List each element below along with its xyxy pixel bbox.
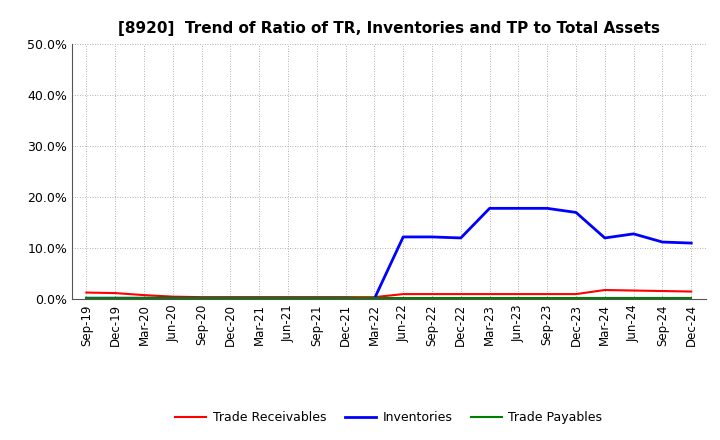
Trade Payables [140,296,148,301]
Trade Payables [485,296,494,301]
Trade Payables [312,296,321,301]
Trade Receivables [514,291,523,297]
Trade Receivables [456,291,465,297]
Line: Trade Receivables: Trade Receivables [86,290,691,297]
Inventories [370,296,379,301]
Inventories [572,210,580,215]
Trade Payables [687,296,696,301]
Trade Receivables [399,291,408,297]
Trade Payables [341,296,350,301]
Inventories [543,206,552,211]
Trade Payables [255,296,264,301]
Trade Receivables [341,294,350,300]
Inventories [629,231,638,237]
Title: [8920]  Trend of Ratio of TR, Inventories and TP to Total Assets: [8920] Trend of Ratio of TR, Inventories… [118,21,660,36]
Trade Receivables [197,294,206,300]
Inventories [341,296,350,301]
Trade Receivables [140,293,148,298]
Trade Receivables [370,294,379,300]
Trade Payables [399,296,408,301]
Trade Payables [284,296,292,301]
Inventories [140,296,148,301]
Trade Receivables [284,294,292,300]
Trade Receivables [428,291,436,297]
Trade Receivables [600,287,609,293]
Inventories [226,296,235,301]
Trade Receivables [629,288,638,293]
Inventories [168,296,177,301]
Inventories [485,206,494,211]
Inventories [687,240,696,246]
Inventories [82,296,91,301]
Trade Receivables [168,294,177,299]
Legend: Trade Receivables, Inventories, Trade Payables: Trade Receivables, Inventories, Trade Pa… [170,407,608,429]
Trade Payables [111,296,120,301]
Inventories [428,234,436,239]
Trade Receivables [687,289,696,294]
Inventories [514,206,523,211]
Trade Payables [658,296,667,301]
Trade Payables [514,296,523,301]
Inventories [600,235,609,241]
Inventories [399,234,408,239]
Trade Payables [82,296,91,301]
Trade Payables [629,296,638,301]
Trade Receivables [226,294,235,300]
Trade Payables [456,296,465,301]
Trade Receivables [255,294,264,300]
Inventories [111,296,120,301]
Trade Payables [600,296,609,301]
Inventories [456,235,465,241]
Trade Payables [197,296,206,301]
Trade Payables [572,296,580,301]
Inventories [284,296,292,301]
Trade Payables [370,296,379,301]
Trade Receivables [485,291,494,297]
Trade Receivables [543,291,552,297]
Trade Payables [543,296,552,301]
Inventories [255,296,264,301]
Line: Inventories: Inventories [86,209,691,299]
Trade Payables [168,296,177,301]
Inventories [658,239,667,245]
Trade Receivables [82,290,91,295]
Trade Receivables [312,294,321,300]
Trade Receivables [658,288,667,293]
Inventories [312,296,321,301]
Trade Receivables [572,291,580,297]
Inventories [197,296,206,301]
Trade Receivables [111,290,120,296]
Trade Payables [226,296,235,301]
Trade Payables [428,296,436,301]
